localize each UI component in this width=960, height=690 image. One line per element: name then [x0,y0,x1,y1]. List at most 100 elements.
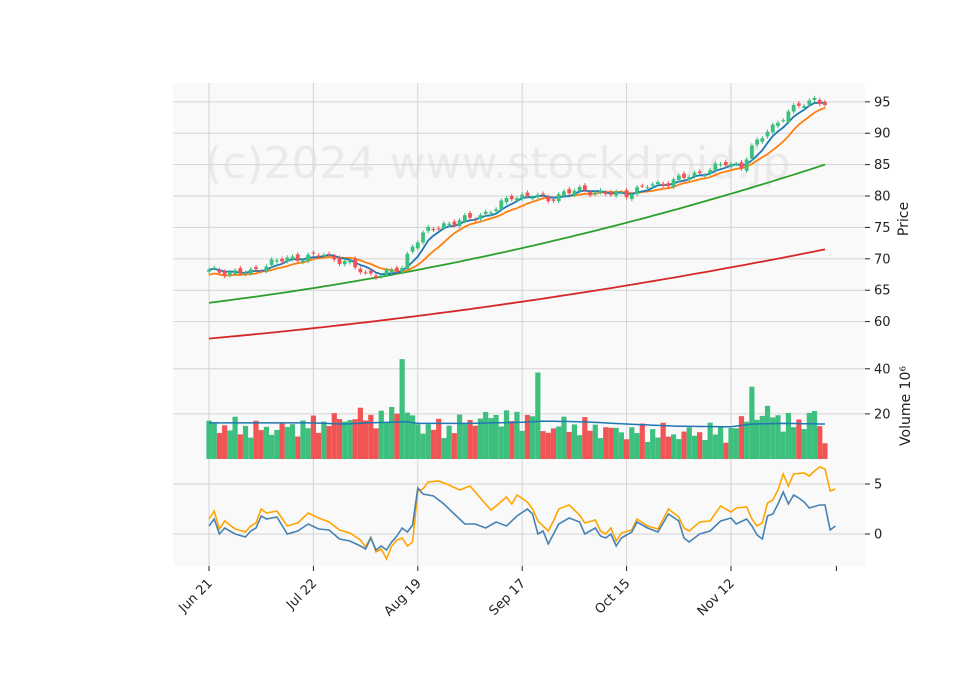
volume-tick-label: 40 [874,362,891,377]
candle-body [645,187,650,189]
candle-body [624,190,629,198]
candle-body [650,184,655,186]
volume-bar [316,432,322,459]
candle-body [546,196,551,202]
volume-bar [571,424,577,459]
candle-body [687,177,692,180]
volume-bar [697,432,703,459]
volume-bar [425,424,431,459]
volume-bar [723,442,729,459]
volume-bar [331,413,337,459]
candle-body [301,260,305,263]
candle-body [494,209,498,211]
candle-body [744,159,749,171]
volume-bar [681,431,687,459]
candle-body [337,257,342,264]
candle-body [274,260,279,262]
candle-body [311,252,316,254]
candle-body [723,162,728,166]
candle-body [405,253,410,270]
volume-bar [300,420,306,459]
candle-body [781,120,786,122]
oscillator-panel [173,459,865,566]
candle-body [802,105,806,108]
volume-bar [415,424,421,459]
volume-bar [363,420,369,459]
candle-body [603,192,608,195]
candle-body [462,215,467,222]
candle-body [671,179,676,188]
candle-body [588,192,592,196]
volume-bar [477,418,484,459]
volume-bar [738,416,745,459]
candle-body [776,122,780,126]
candle-body [442,223,446,229]
candle-body [222,271,227,276]
volume-bar [691,435,698,459]
x-tick-label: Sep 17 [486,576,529,619]
volume-bar [472,425,478,459]
x-tick-label: Jul 22 [283,576,320,613]
volume-bar [561,416,567,459]
volume-ma-line [209,420,825,428]
candle-body [452,221,457,226]
watermark: (c)2024 www.stockdroid.jp [205,138,790,189]
volume-bar [650,429,656,459]
volume-bar [253,420,259,459]
volume-bar [242,425,249,459]
volume-bar [274,429,280,459]
candle-body [598,190,603,193]
oscillator-tick-label: 0 [874,528,882,543]
candle-body [254,267,258,270]
candle-body [259,271,264,273]
candle-body [749,145,754,159]
volume-bar [759,415,765,459]
volume-bar [540,431,546,459]
volume-tick-label: 20 [874,407,891,422]
candle-body [368,270,373,274]
volume-bar [488,418,494,459]
candle-body [384,270,389,275]
candle-body [280,258,284,262]
price-panel [173,83,865,353]
candle-body [233,270,237,274]
candle-body [734,164,739,166]
candle-body [520,194,525,199]
volume-bar [378,410,384,459]
candle-body [556,194,561,202]
candle-body [823,102,827,105]
volume-bar [535,372,541,459]
volume-bar [524,414,531,459]
volume-bar [530,416,536,459]
volume-bar [352,419,358,459]
candle-body [661,183,666,186]
x-tick-label: Jun 21 [176,576,216,616]
candle-body [682,173,686,178]
volume-bar [618,432,624,459]
candle-body [541,193,545,195]
volume-bar [347,420,353,459]
price-tick-label: 95 [874,95,891,110]
volume-bar [655,437,661,459]
candle-body [739,162,744,169]
price-tick-label: 70 [874,252,891,267]
volume-bar [817,426,823,459]
volume-bar [519,430,525,459]
candle-body [295,254,300,261]
volume-bar [775,415,781,459]
volume-bar [373,428,379,459]
volume-bar [248,437,254,459]
candle-body [248,269,253,274]
volume-axis-label: Volume 10⁶ [898,366,914,446]
volume-bar [785,412,792,459]
candle-body [212,267,217,269]
volume-bar [811,411,818,459]
x-tick-label: Aug 19 [381,576,424,619]
volume-bar [289,424,296,459]
candle-body [447,223,452,226]
candle-body [415,242,420,249]
volume-bar [389,406,395,459]
volume-bar [493,414,499,459]
candle-body [609,192,613,195]
candle-body [629,194,634,200]
